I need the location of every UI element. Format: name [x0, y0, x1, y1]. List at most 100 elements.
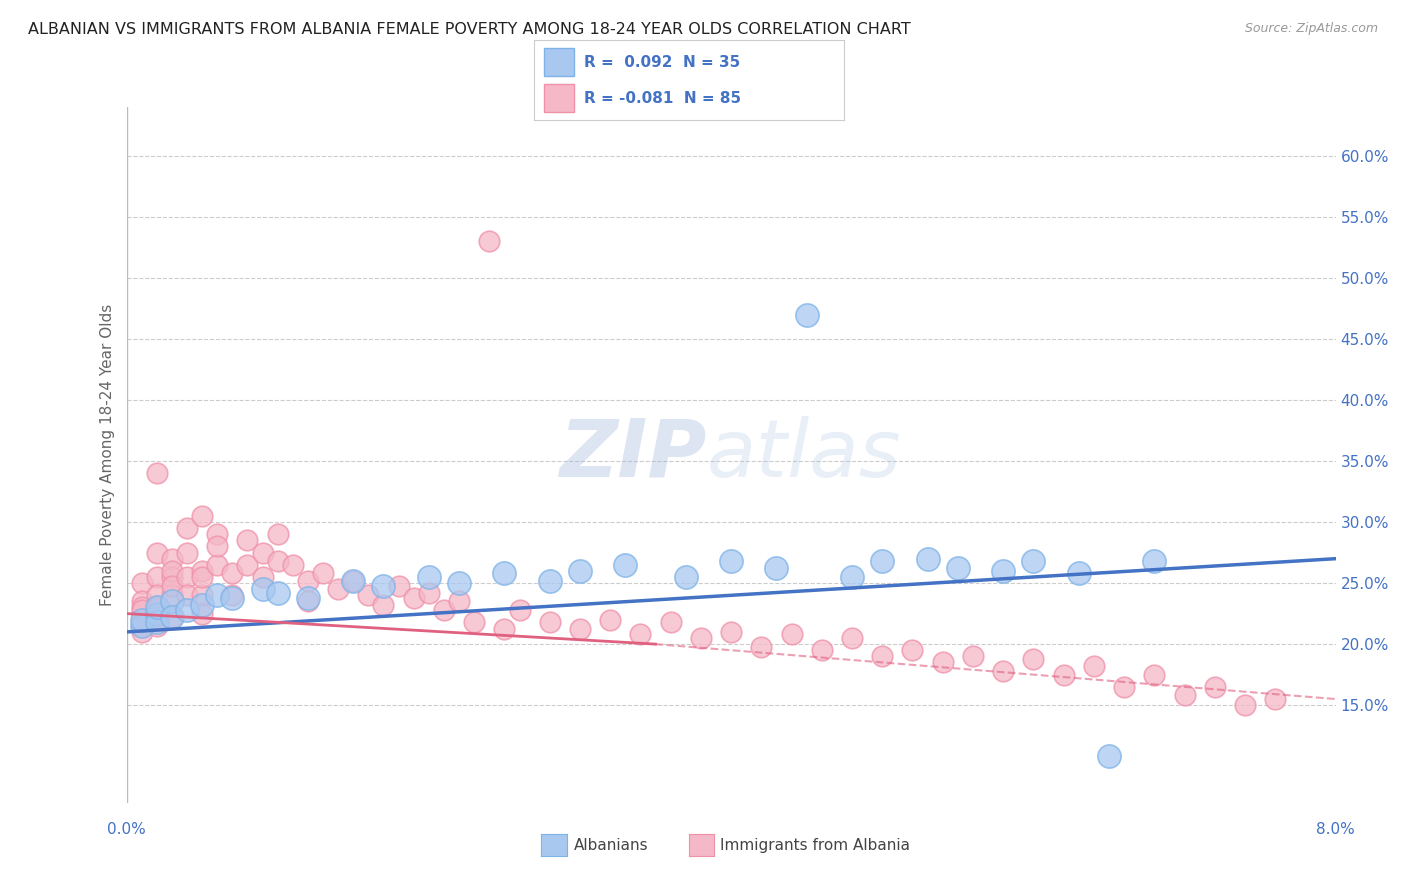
Text: Source: ZipAtlas.com: Source: ZipAtlas.com [1244, 22, 1378, 36]
Point [131, 619, 153, 633]
Point [357, 588, 380, 602]
Point [946, 561, 969, 575]
Point [297, 594, 319, 608]
Point [872, 649, 894, 664]
Point [131, 600, 153, 615]
Point [614, 558, 637, 572]
Text: Albanians: Albanians [574, 838, 648, 853]
Point [160, 610, 183, 624]
Point [297, 574, 319, 588]
Point [765, 561, 787, 575]
Point [146, 615, 169, 629]
Point [160, 588, 183, 602]
Point [146, 607, 169, 621]
Point [568, 564, 592, 578]
Point [1083, 659, 1105, 673]
Text: ALBANIAN VS IMMIGRANTS FROM ALBANIA FEMALE POVERTY AMONG 18-24 YEAR OLDS CORRELA: ALBANIAN VS IMMIGRANTS FROM ALBANIA FEMA… [28, 22, 911, 37]
Bar [544, 85, 575, 112]
Point [221, 588, 243, 602]
Point [932, 656, 955, 670]
Point [689, 631, 711, 645]
Point [131, 594, 153, 608]
Point [630, 627, 652, 641]
Point [146, 588, 169, 602]
Point [221, 591, 243, 605]
Point [191, 508, 214, 523]
Point [447, 594, 470, 608]
Point [131, 603, 153, 617]
Point [252, 570, 274, 584]
Point [252, 545, 274, 559]
Text: R = -0.081  N = 85: R = -0.081 N = 85 [583, 91, 741, 106]
Point [1067, 566, 1090, 581]
Y-axis label: Female Poverty Among 18-24 Year Olds: Female Poverty Among 18-24 Year Olds [100, 304, 115, 606]
Point [1022, 554, 1045, 568]
Point [205, 540, 228, 554]
Point [267, 586, 290, 600]
Point [221, 566, 243, 581]
Point [872, 554, 894, 568]
Text: R =  0.092  N = 35: R = 0.092 N = 35 [583, 54, 740, 70]
Point [176, 521, 198, 535]
Point [131, 576, 153, 591]
Point [236, 533, 259, 548]
Point [236, 558, 259, 572]
Point [599, 613, 621, 627]
Point [751, 640, 773, 654]
Point [901, 643, 924, 657]
Point [509, 603, 531, 617]
Point [160, 551, 183, 566]
Point [191, 607, 214, 621]
Point [160, 570, 183, 584]
Point [993, 564, 1015, 578]
Point [538, 615, 561, 629]
Point [160, 610, 183, 624]
Point [538, 574, 561, 588]
Point [191, 598, 214, 612]
Point [478, 235, 501, 249]
Point [1264, 692, 1286, 706]
Point [373, 598, 395, 612]
Point [1143, 667, 1166, 681]
Point [494, 623, 516, 637]
Point [720, 554, 742, 568]
Point [373, 578, 395, 592]
Point [205, 527, 228, 541]
Point [659, 615, 682, 629]
Point [176, 545, 198, 559]
Point [810, 643, 832, 657]
Point [146, 600, 169, 615]
Point [418, 586, 440, 600]
Point [312, 566, 335, 581]
Point [160, 594, 183, 608]
Point [675, 570, 697, 584]
Point [402, 591, 425, 605]
Point [146, 545, 169, 559]
Point [160, 578, 183, 592]
Point [131, 613, 153, 627]
Point [176, 570, 198, 584]
Point [568, 623, 592, 637]
Point [131, 607, 153, 621]
Point [160, 564, 183, 578]
Point [796, 308, 818, 322]
Point [131, 619, 153, 633]
Point [418, 570, 440, 584]
Point [342, 574, 364, 588]
Point [962, 649, 984, 664]
Point [433, 603, 456, 617]
Point [176, 588, 198, 602]
Point [252, 582, 274, 597]
Point [463, 615, 485, 629]
Point [131, 624, 153, 639]
Point [841, 631, 863, 645]
Point [1234, 698, 1257, 713]
Point [146, 600, 169, 615]
Point [780, 627, 803, 641]
Point [1143, 554, 1166, 568]
Point [205, 588, 228, 602]
Point [191, 570, 214, 584]
Point [447, 576, 470, 591]
Point [176, 603, 198, 617]
Point [917, 551, 939, 566]
